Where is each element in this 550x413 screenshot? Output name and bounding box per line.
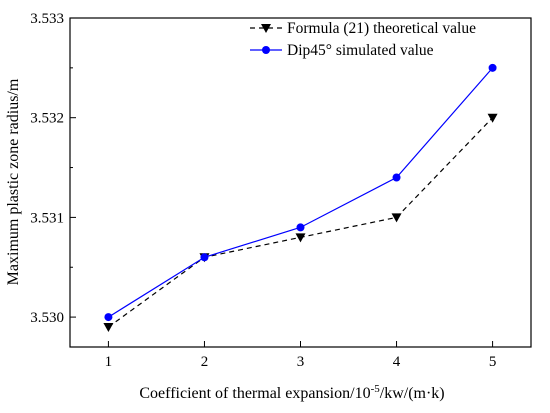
y-tick-label: 3.532	[30, 111, 64, 127]
series-line	[108, 67, 494, 318]
x-tick-label: 4	[393, 354, 401, 370]
series-0	[103, 113, 498, 333]
y-tick-label: 3.533	[30, 11, 64, 27]
data-point	[103, 323, 114, 333]
axis-ticks: 1 2 3 4 5 3.530 3.531 3.532 3.533	[30, 11, 496, 370]
legend-marker	[262, 46, 270, 54]
y-tick-label: 3.531	[30, 210, 64, 226]
series-1	[104, 63, 497, 322]
legend-label: Dip45° simulated value	[287, 42, 434, 59]
legend-label: Formula (21) theoretical value	[287, 20, 476, 37]
data-point	[200, 253, 209, 262]
data-point	[488, 63, 497, 72]
x-tick-label: 2	[201, 354, 209, 370]
data-point	[391, 213, 402, 223]
x-axis-title: Coefficient of thermal expansion/10-5/kw…	[139, 383, 444, 402]
y-axis-title: Maximum plastic zone radius/m	[5, 78, 22, 285]
data-point	[295, 233, 306, 243]
x-tick-label: 3	[297, 354, 305, 370]
legend-marker	[261, 24, 271, 33]
data-point	[296, 223, 305, 232]
series-line	[108, 117, 494, 328]
legend: Formula (21) theoretical value Dip45° sim…	[250, 20, 476, 59]
data-point	[487, 113, 498, 123]
data-point	[104, 313, 113, 322]
x-tick-label: 5	[489, 354, 497, 370]
data-point	[392, 173, 401, 182]
series-layer	[103, 63, 498, 333]
x-tick-label: 1	[105, 354, 113, 370]
y-tick-label: 3.530	[30, 310, 64, 326]
